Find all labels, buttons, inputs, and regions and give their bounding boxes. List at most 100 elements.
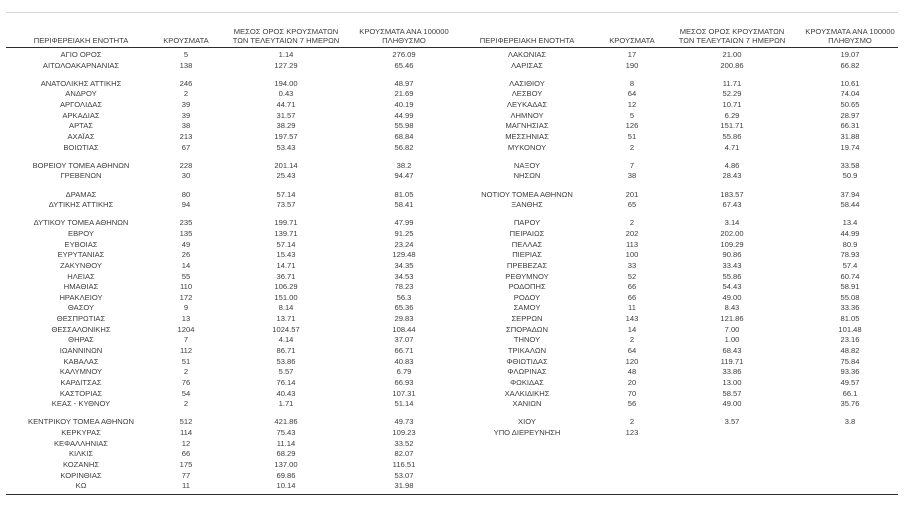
cases-cell: 51 [627, 131, 637, 141]
table-row: ΜΕΣΣΗΝΙΑΣ 51 55.86 31.88 [452, 132, 898, 143]
avg7-cell: 68.43 [722, 346, 742, 356]
region-cell: ΠΙΕΡΙΑΣ [512, 250, 542, 260]
table-body-right: ΛΑΚΩΝΙΑΣ 17 21.00 19.07 ΛΑΡΙΣΑΣ 190 200.86 66.8… [452, 48, 898, 441]
avg7-cell: 1.00 [724, 335, 740, 345]
table-row: ΘΕΣΣΑΛΟΝΙΚΗΣ 1204 1024.57 108.44 [6, 325, 452, 336]
table-row: ΠΕΛΛΑΣ 113 109.29 80.9 [452, 240, 898, 251]
table-row: ΕΥΒΟΙΑΣ 49 57.14 23.24 [6, 240, 452, 251]
avg7-cell: 139.71 [274, 228, 298, 238]
per100k-cell: 48.82 [840, 346, 860, 356]
table-row: ΗΛΕΙΑΣ 55 36.71 34.53 [6, 272, 452, 283]
cases-cell: 5 [629, 110, 635, 120]
region-cell: ΗΡΑΚΛΕΙΟΥ [59, 292, 103, 302]
avg7-cell: 0.43 [278, 89, 294, 99]
region-cell: ΦΘΙΩΤΙΔΑΣ [506, 356, 548, 366]
cases-cell: 26 [181, 250, 191, 260]
table-row: ΑΡΚΑΔΙΑΣ 39 31.57 44.99 [6, 111, 452, 122]
region-cell: ΗΛΕΙΑΣ [67, 271, 95, 281]
avg7-cell: 1024.57 [272, 324, 300, 334]
per100k-cell: 91.25 [394, 228, 414, 238]
cases-cell: 7 [629, 160, 635, 170]
table-row: ΘΑΣΟΥ 9 8.14 65.36 [6, 303, 452, 314]
per100k-cell: 38.2 [396, 160, 412, 170]
avg7-cell: 10.14 [276, 481, 296, 491]
per100k-cell: 48.97 [394, 78, 414, 88]
avg7-cell: 40.43 [276, 388, 296, 398]
per100k-cell: 56.3 [396, 292, 412, 302]
cases-cell: 8 [629, 78, 635, 88]
avg7-cell: 36.71 [276, 271, 296, 281]
per100k-cell: 28.97 [840, 110, 860, 120]
region-cell: ΚΟΡΙΝΘΙΑΣ [60, 470, 102, 480]
per100k-cell: 55.08 [840, 292, 860, 302]
header-per100k: ΚΡΟΥΣΜΑΤΑ ΑΝΑ 100000 ΠΛΗΘΥΣΜΟ [802, 27, 898, 47]
avg7-cell: 90.86 [722, 250, 742, 260]
region-cell: ΘΕΣΣΑΛΟΝΙΚΗΣ [51, 324, 111, 334]
region-cell: ΖΑΚΥΝΘΟΥ [60, 260, 102, 270]
per100k-cell: 6.79 [396, 367, 412, 377]
group-spacer [452, 182, 898, 190]
region-cell: ΠΕΛΛΑΣ [511, 239, 543, 249]
region-cell: ΧΑΛΚΙΔΙΚΗΣ [504, 388, 550, 398]
region-cell: ΛΕΥΚΑΔΑΣ [506, 100, 548, 110]
avg7-cell: 8.43 [724, 303, 740, 313]
avg7-cell: 53.43 [276, 142, 296, 152]
table-row: ΧΙΟΥ 2 3.57 3.8 [452, 417, 898, 428]
table-row: ΘΕΣΠΡΩΤΙΑΣ 13 13.71 29.83 [6, 314, 452, 325]
per100k-cell: 116.51 [392, 459, 416, 469]
per100k-cell: 108.44 [392, 324, 416, 334]
region-cell: ΜΕΣΣΗΝΙΑΣ [505, 131, 549, 141]
per100k-cell: 23.24 [394, 239, 414, 249]
header-avg7: ΜΕΣΟΣ ΟΡΟΣ ΚΡΟΥΣΜΑΤΩΝ ΤΩΝ ΤΕΛΕΥΤΑΙΩΝ 7 ΗΜ… [662, 27, 802, 47]
avg7-cell: 421.86 [274, 417, 298, 427]
cases-cell: 39 [181, 110, 191, 120]
avg7-cell: 38.29 [276, 121, 296, 131]
header-cases: ΚΡΟΥΣΜΑΤΑ [156, 36, 216, 47]
table-body-left: ΑΓΙΟ ΟΡΟΣ 5 1.14 276.09 ΑΙΤΩΛΟΑΚΑΡΝΑΝΙΑΣ 138 1… [6, 48, 452, 494]
cases-cell: 64 [627, 346, 637, 356]
table-row: ΒΟΙΩΤΙΑΣ 67 53.43 56.82 [6, 143, 452, 154]
cases-cell: 114 [179, 428, 193, 437]
cases-cell: 67 [181, 142, 191, 152]
table-row: ΚΕΝΤΡΙΚΟΥ ΤΟΜΕΑ ΑΘΗΝΩΝ 512 421.86 49.73 [6, 417, 452, 428]
avg7-cell: 202.00 [720, 228, 744, 238]
cases-cell: 66 [627, 282, 637, 292]
cases-cell: 201 [625, 189, 639, 199]
cases-cell: 172 [179, 292, 193, 302]
group-spacer [6, 182, 452, 190]
table-row: ΝΑΞΟΥ 7 4.86 33.58 [452, 161, 898, 172]
per100k-cell: 101.48 [838, 324, 862, 334]
region-cell: ΑΡΤΑΣ [69, 121, 93, 131]
per100k-cell: 66.82 [840, 60, 860, 70]
region-cell: ΠΡΕΒΕΖΑΣ [506, 260, 548, 270]
cases-cell: 120 [625, 356, 639, 366]
table-row: ΤΡΙΚΑΛΩΝ 64 68.43 48.82 [452, 346, 898, 357]
cases-cell: 76 [181, 377, 191, 387]
avg7-cell: 52.29 [722, 89, 742, 99]
table-row: ΔΥΤΙΚΟΥ ΤΟΜΕΑ ΑΘΗΝΩΝ 235 199.71 47.99 [6, 218, 452, 229]
region-cell: ΚΕΝΤΡΙΚΟΥ ΤΟΜΕΑ ΑΘΗΝΩΝ [28, 417, 134, 427]
table-row: ΕΒΡΟΥ 135 139.71 91.25 [6, 229, 452, 240]
region-cell: ΘΕΣΠΡΩΤΙΑΣ [56, 314, 106, 324]
table-row: ΠΑΡΟΥ 2 3.14 13.4 [452, 218, 898, 229]
avg7-cell: 10.71 [722, 100, 742, 110]
region-cell: ΠΕΙΡΑΙΩΣ [509, 228, 545, 238]
region-cell: ΕΒΡΟΥ [68, 228, 94, 238]
cases-cell: 94 [181, 200, 191, 210]
group-spacer [452, 211, 898, 219]
region-cell: ΑΝΔΡΟΥ [65, 89, 97, 99]
group-spacer [452, 153, 898, 161]
cases-cell: 48 [627, 367, 637, 377]
per100k-cell: 3.8 [844, 417, 856, 427]
avg7-cell: 4.71 [724, 142, 740, 152]
per100k-cell: 75.84 [840, 356, 860, 366]
table-row: ΔΥΤΙΚΗΣ ΑΤΤΙΚΗΣ 94 73.57 58.41 [6, 200, 452, 211]
cases-cell: 2 [629, 335, 635, 345]
avg7-cell: 54.43 [722, 282, 742, 292]
table-row: ΚΟΖΑΝΗΣ 175 137.00 116.51 [6, 460, 452, 471]
cases-cell: 126 [625, 121, 639, 131]
per100k-cell: 31.98 [394, 481, 414, 491]
header-per100k: ΚΡΟΥΣΜΑΤΑ ΑΝΑ 100000 ΠΛΗΘΥΣΜΟ [356, 27, 452, 47]
table-row: ΣΑΜΟΥ 11 8.43 33.36 [452, 303, 898, 314]
cases-cell: 38 [627, 171, 637, 181]
